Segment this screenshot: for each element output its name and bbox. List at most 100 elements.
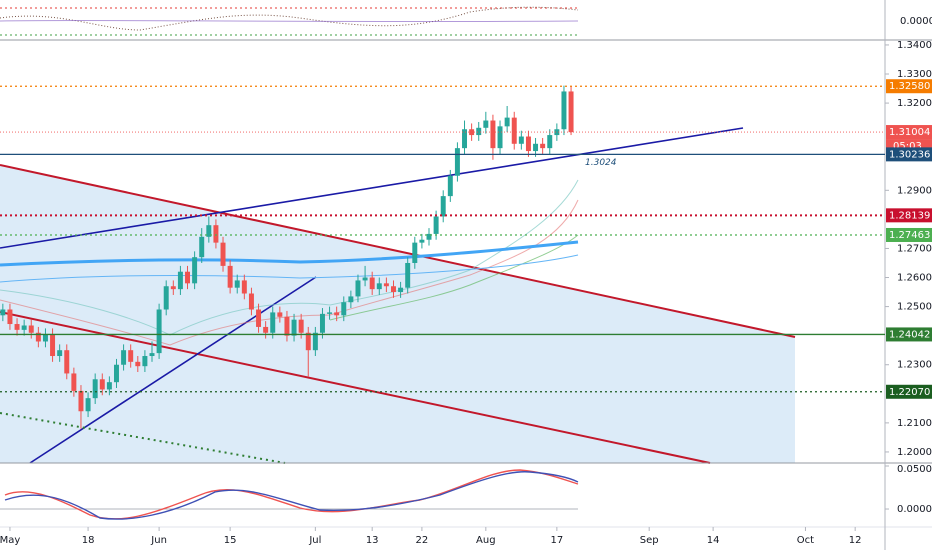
countdown: 05:03	[893, 141, 922, 152]
y-tick-label: 1.21000	[897, 418, 932, 429]
candle-body	[412, 242, 418, 263]
candle-body	[213, 225, 219, 243]
level-tag	[886, 208, 932, 223]
y-tick-label: 1.25000	[897, 302, 932, 313]
candle-body	[291, 319, 297, 336]
candle-body	[149, 353, 155, 357]
candle-body	[462, 129, 468, 149]
candle-body	[405, 262, 411, 288]
level-label: 1.27463	[889, 230, 930, 241]
level-label: 1.22070	[889, 387, 930, 398]
x-tick-label: Oct	[797, 535, 814, 546]
candle-body	[35, 332, 41, 342]
candle-body	[525, 136, 531, 152]
stoch-d	[4, 471, 579, 520]
level-tag	[886, 327, 932, 342]
candle-body	[99, 379, 105, 390]
candle-body	[277, 312, 283, 317]
candle-body	[92, 379, 98, 399]
candle-body	[547, 135, 553, 149]
x-tick-label: Sep	[640, 535, 659, 546]
candle-body	[85, 398, 91, 412]
level-label: 1.30236	[889, 149, 930, 160]
channel-upper	[0, 164, 796, 338]
candle-body	[50, 334, 56, 357]
candle-body	[263, 326, 269, 333]
candle-body	[398, 287, 404, 293]
candle-body	[121, 350, 127, 365]
top-pane-tick-label: 0.0000	[900, 16, 932, 27]
candle-body	[454, 148, 460, 176]
x-tick-label: Jun	[150, 535, 167, 546]
candle-body	[447, 175, 453, 197]
candle-body	[518, 136, 524, 144]
candle-body	[177, 271, 183, 290]
ma-ribbon	[329, 234, 579, 321]
x-tick-label: Aug	[476, 535, 496, 546]
y-tick-label: 1.33000	[897, 69, 932, 80]
trend-line	[29, 276, 317, 464]
candle-body	[220, 242, 226, 266]
candle-body	[256, 309, 262, 327]
x-tick-label: 14	[707, 535, 720, 546]
candle-body	[7, 309, 13, 325]
candle-body	[270, 312, 276, 333]
candle-body	[185, 271, 190, 284]
y-tick-label: 1.20000	[897, 447, 932, 458]
candle-body	[568, 91, 574, 133]
level-label: 1.24042	[889, 329, 930, 340]
candle-body	[319, 313, 325, 333]
level-label: 1.28139	[889, 210, 930, 221]
candle-body	[327, 312, 333, 314]
candle-body	[497, 126, 503, 149]
candle-body	[284, 316, 290, 336]
candle-body	[234, 280, 240, 288]
level-annotation: 1.3024	[585, 158, 617, 168]
y-tick-label: 1.23000	[897, 360, 932, 371]
x-tick-label: 18	[82, 535, 95, 546]
candle-body	[71, 373, 77, 391]
x-tick-label: 13	[366, 535, 379, 546]
candle-body	[383, 283, 389, 287]
stoch-k	[4, 469, 579, 520]
level-tag	[886, 147, 932, 162]
candle-body	[540, 143, 546, 149]
channel-lower	[0, 311, 711, 464]
level-tag	[886, 125, 932, 140]
candle-body	[391, 286, 396, 293]
candle-body	[554, 129, 560, 136]
level-label: 1.31004	[889, 127, 930, 138]
level-tag	[886, 79, 932, 94]
candle-body	[142, 356, 148, 367]
ma-200	[0, 240, 579, 267]
candle-body	[21, 325, 27, 330]
candle-body	[170, 286, 176, 290]
dotted-trend	[0, 412, 286, 464]
candle-body	[227, 265, 233, 288]
candle-body	[64, 350, 70, 374]
trend-line	[0, 127, 744, 249]
y-tick-label: 1.27000	[897, 243, 932, 254]
candle-body	[14, 324, 20, 330]
candle-body	[376, 283, 382, 290]
top-oscillator	[0, 19, 579, 23]
bottom-pane-tick-label: 0.0000	[897, 504, 932, 515]
candle-body	[106, 382, 112, 390]
candle-body	[113, 364, 119, 383]
candle-body	[135, 361, 141, 367]
candle-body	[298, 319, 304, 333]
candle-body	[362, 277, 368, 281]
candle-body	[199, 236, 205, 258]
candle-body	[163, 286, 169, 310]
x-tick-label: 12	[849, 535, 862, 546]
candle-body	[128, 350, 134, 362]
candle-body	[206, 225, 212, 237]
data-layer: 1.34000 1.33000 1.32000 1.29000 1.27000 1.260…	[0, 16, 932, 546]
candle-body	[42, 334, 48, 342]
candle-body	[28, 325, 34, 333]
candle-body	[476, 127, 482, 136]
channel-fill	[0, 165, 795, 463]
y-tick-label: 1.34000	[897, 40, 932, 51]
